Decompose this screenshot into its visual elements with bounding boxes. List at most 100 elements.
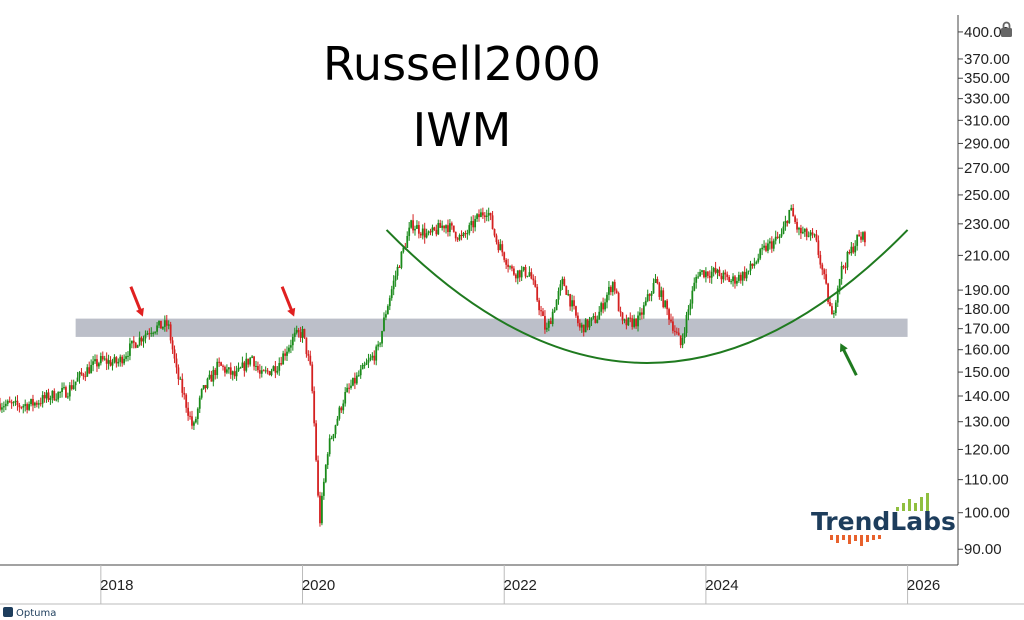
candle-body <box>836 288 839 303</box>
candle-body <box>138 337 141 346</box>
y-tick-label: 290.00 <box>964 135 1010 152</box>
candle-body <box>28 404 30 410</box>
candle-body <box>353 377 356 384</box>
candle-body <box>257 365 259 371</box>
candle-body <box>96 359 98 367</box>
candle-body <box>4 403 7 407</box>
candle-body <box>92 361 94 365</box>
candle-body <box>588 320 591 328</box>
candle-body <box>414 228 416 231</box>
candle-body <box>282 353 285 365</box>
optuma-logo: Optuma <box>3 607 56 619</box>
candle-body <box>848 251 851 254</box>
candle-body <box>481 212 484 216</box>
candle-body <box>640 312 643 315</box>
candle-body <box>421 228 424 236</box>
candle-body <box>82 374 85 377</box>
candle-body <box>216 361 219 376</box>
candle-body <box>693 282 696 291</box>
candle-body <box>165 320 168 326</box>
candle-body <box>101 356 104 360</box>
y-tick-label: 310.00 <box>964 112 1010 129</box>
y-tick-label: 160.00 <box>964 342 1010 359</box>
chart-subtitle: IWM <box>413 103 512 157</box>
candle-body <box>652 282 655 294</box>
candle-body <box>342 403 345 411</box>
y-tick-label: 120.00 <box>964 441 1010 458</box>
candle-body <box>480 212 482 218</box>
candle-body <box>726 274 729 278</box>
candle-body <box>152 332 155 334</box>
candle-body <box>497 242 500 251</box>
candle-body <box>90 364 93 374</box>
candle-body <box>656 279 659 284</box>
candle-body <box>658 283 661 297</box>
candle-body <box>518 270 521 278</box>
candle-body <box>322 481 325 496</box>
candle-body <box>328 438 331 455</box>
candle-body <box>6 400 9 404</box>
candle-body <box>666 300 669 310</box>
candle-body <box>474 218 477 228</box>
candle-body <box>377 344 380 347</box>
candle-body <box>373 355 376 361</box>
candle-body <box>627 317 630 326</box>
candle-body <box>784 220 787 227</box>
red-arrow-shaft <box>280 286 295 314</box>
candle-body <box>827 283 829 303</box>
candle-body <box>125 356 127 359</box>
candle-body <box>460 234 463 237</box>
candle-body <box>569 294 572 307</box>
candle-body <box>673 330 676 332</box>
candle-body <box>14 400 17 402</box>
candle-body <box>809 232 812 236</box>
candle-body <box>514 274 517 279</box>
candle-body <box>580 324 583 328</box>
trendlabs-wordmark: TrendLabs <box>811 507 956 536</box>
candle-body <box>761 247 764 250</box>
candle-body <box>303 328 306 338</box>
candle-body <box>355 375 358 384</box>
candle-body <box>672 321 674 331</box>
y-ticks-layer: 400.00 370.00 350.00 330.00 310.00 290.00 270.… <box>958 24 1010 558</box>
red-arrow-head <box>287 307 296 317</box>
candle-body <box>313 391 316 424</box>
candle-body <box>107 360 110 364</box>
lock-icon[interactable] <box>1001 21 1012 38</box>
candle-body <box>478 214 480 218</box>
candle-body <box>43 395 46 399</box>
candle-body <box>538 300 541 311</box>
candle-body <box>12 401 15 404</box>
candle-body <box>156 325 158 332</box>
candle-body <box>739 274 742 281</box>
candle-body <box>751 263 754 266</box>
candle-body <box>385 314 387 318</box>
candle-body <box>617 293 620 312</box>
candle-body <box>631 318 634 327</box>
candle-body <box>70 385 73 390</box>
candle-body <box>321 495 323 524</box>
candle-body <box>621 312 624 321</box>
candle-body <box>130 340 133 344</box>
candle-body <box>20 407 23 409</box>
candle-body <box>505 259 508 265</box>
candle-body <box>127 355 129 357</box>
candle-body <box>32 398 34 406</box>
candle-body <box>200 388 203 398</box>
candle-body <box>677 332 680 336</box>
candle-body <box>846 251 849 268</box>
candle-body <box>288 347 290 352</box>
candle-body <box>272 366 275 371</box>
y-tick-label: 230.00 <box>964 216 1010 233</box>
candle-body <box>524 267 527 277</box>
candle-body <box>765 245 767 251</box>
candle-body <box>608 286 610 295</box>
candle-body <box>834 302 837 314</box>
candle-body <box>862 232 864 240</box>
candle-body <box>66 396 69 398</box>
candle-body <box>317 460 319 496</box>
candle-body <box>456 238 459 240</box>
candle-body <box>35 402 38 405</box>
candle-body <box>662 290 665 308</box>
y-tick-label: 250.00 <box>964 187 1010 204</box>
